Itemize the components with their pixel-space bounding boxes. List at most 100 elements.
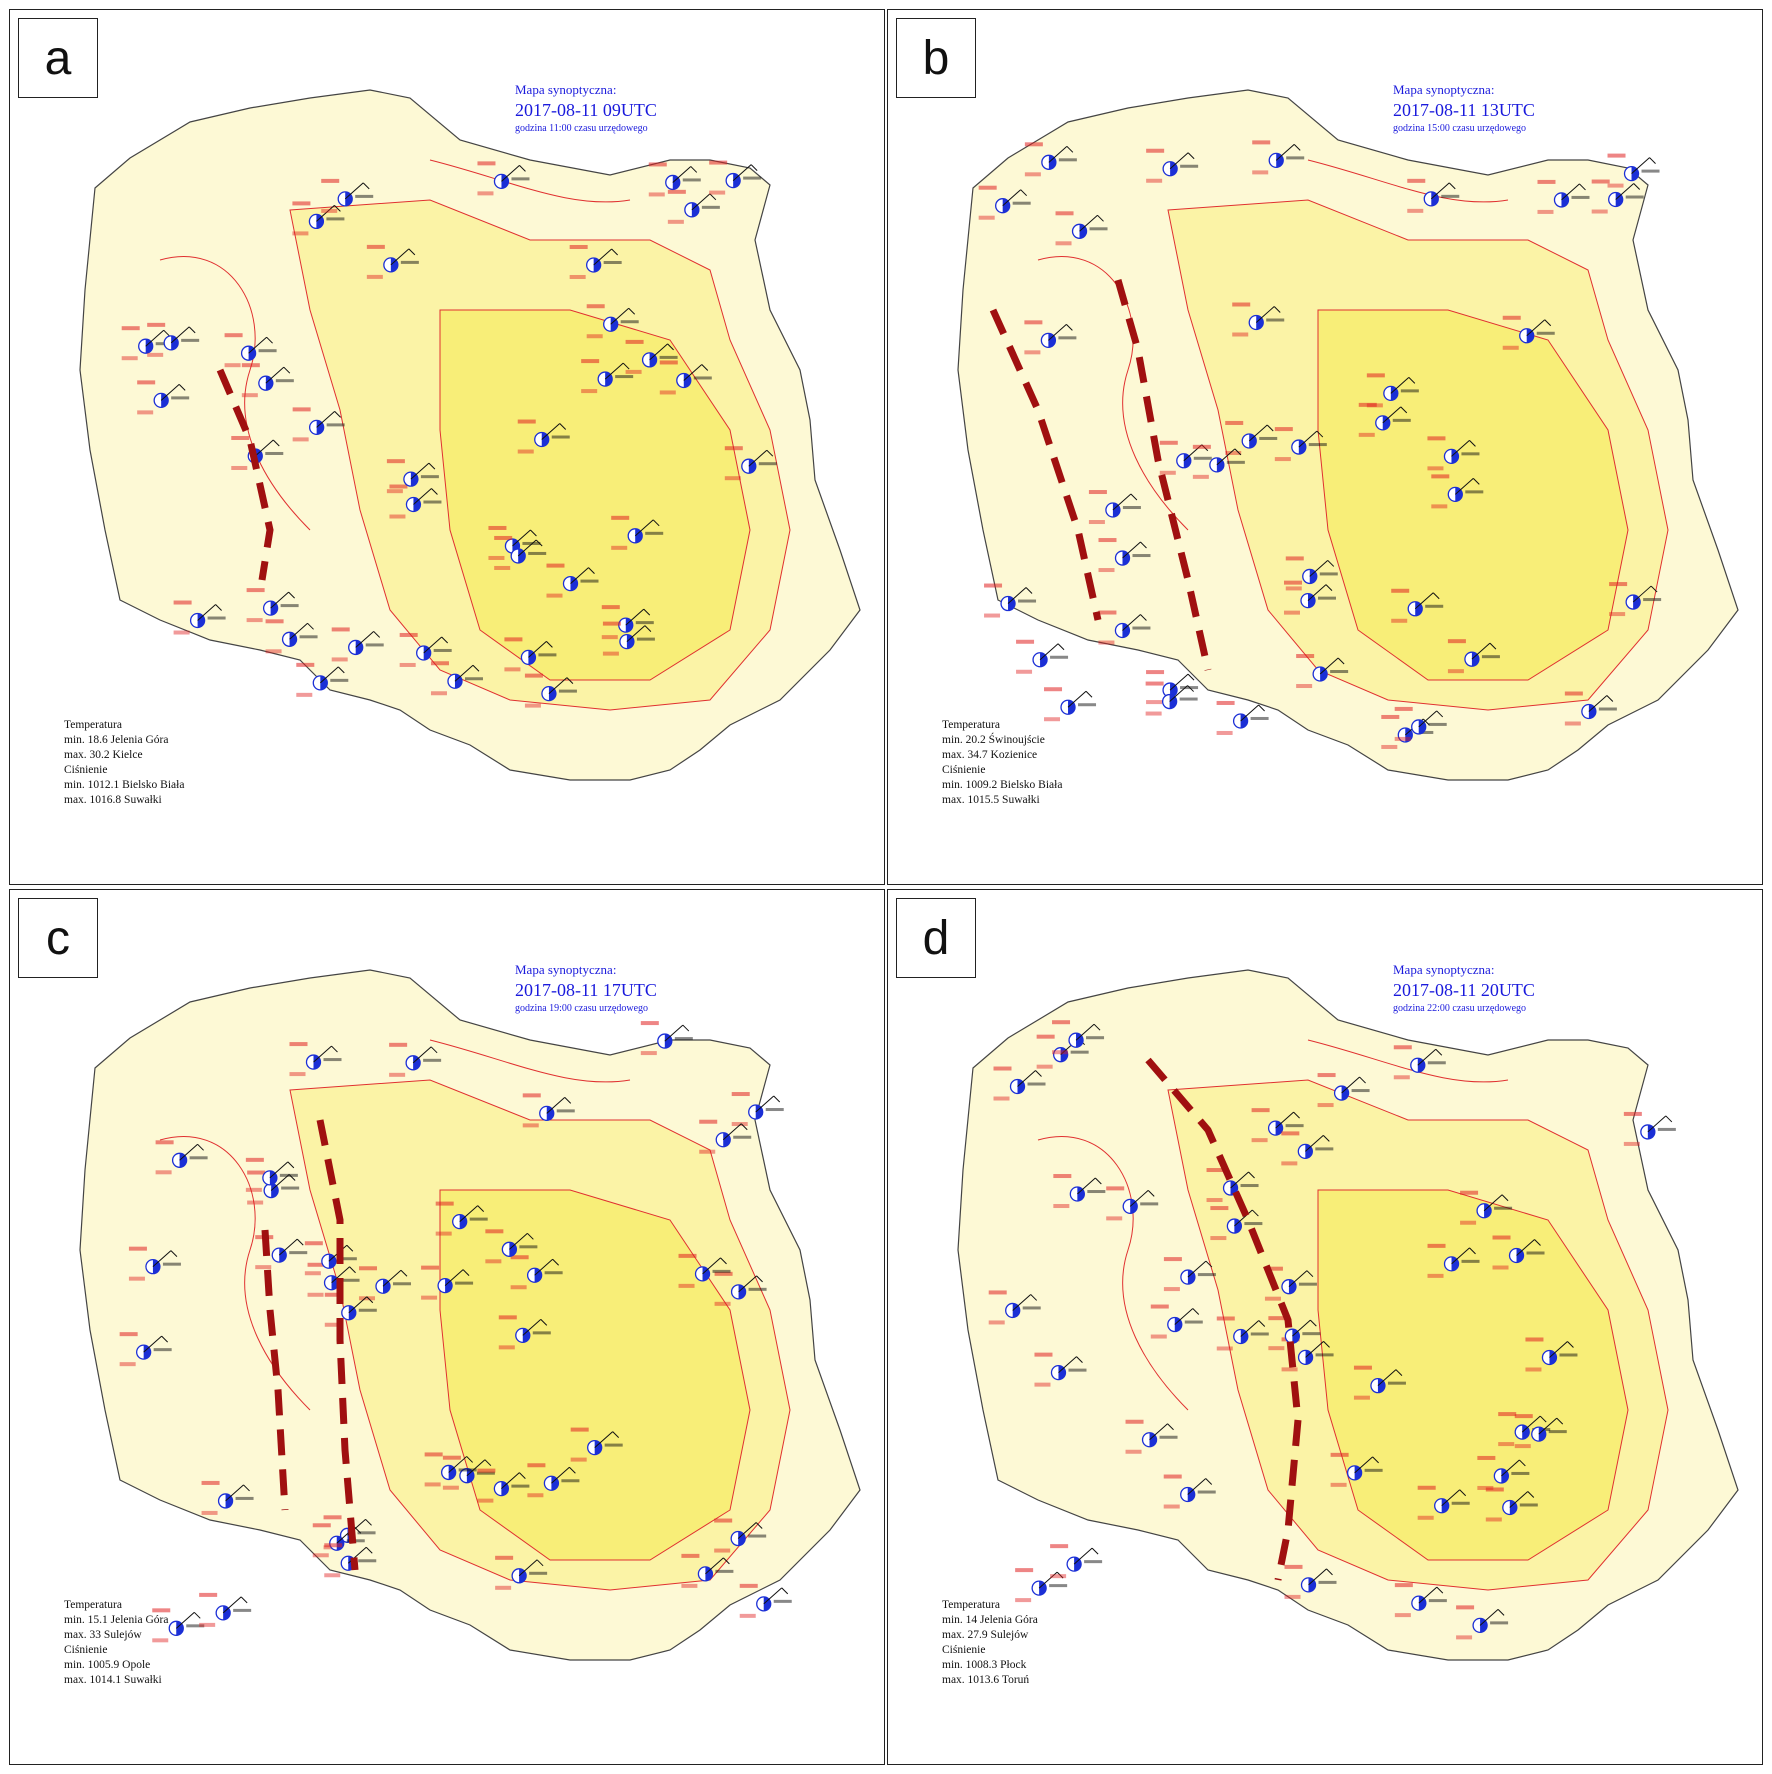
- dewpoint-mark: [155, 1170, 172, 1175]
- temperature-mark: [1146, 148, 1165, 153]
- station-marker: [155, 1140, 208, 1175]
- temperature-mark: [421, 1265, 440, 1270]
- cloud-cover-fill: [1354, 1465, 1362, 1480]
- dewpoint-mark: [1053, 1204, 1070, 1209]
- cloud-cover-fill: [1112, 503, 1120, 518]
- pressure-mark: [748, 1287, 767, 1291]
- wind-barb-feather: [266, 336, 273, 344]
- station-marker: [1394, 1583, 1447, 1618]
- pressure-mark: [556, 1109, 575, 1113]
- pressure-mark: [1226, 460, 1245, 464]
- pressure-mark: [189, 1156, 208, 1160]
- temperature-mark: [546, 563, 565, 568]
- cloud-cover-fill: [1017, 1079, 1025, 1094]
- station-marker: [527, 1463, 580, 1498]
- isotherm-line: [429, 159, 631, 203]
- wind-barb: [248, 336, 267, 354]
- dewpoint-mark: [495, 1585, 512, 1590]
- pressure-mark: [1643, 598, 1662, 602]
- cloud-cover-fill: [541, 432, 549, 447]
- wind-barb-feather: [1459, 1489, 1467, 1497]
- temperature-mark: [739, 1583, 758, 1588]
- wind-barb: [1509, 1491, 1529, 1508]
- pressure-mark: [1049, 1584, 1068, 1588]
- wind-barb: [1248, 424, 1268, 442]
- pressure-mark: [153, 1348, 172, 1352]
- wind-barb: [672, 166, 692, 183]
- pressure-mark: [1259, 436, 1278, 440]
- pressure-mark: [455, 1281, 474, 1285]
- cloud-cover-fill: [664, 1034, 672, 1049]
- temperature-mark: [1150, 1304, 1169, 1309]
- temperature-mark: [1125, 1419, 1144, 1424]
- wind-barb-feather: [1606, 695, 1614, 702]
- station-marker: [517, 419, 570, 454]
- temperature-mark: [155, 1140, 174, 1145]
- cloud-cover-fill: [509, 1242, 517, 1257]
- map-datetime: 2017-08-11 13UTC: [1393, 100, 1535, 120]
- pressure-mark: [1519, 1503, 1538, 1507]
- temperature-mark: [485, 1229, 504, 1234]
- wind-barb-feather: [1310, 1319, 1317, 1327]
- temperature-mark: [442, 1455, 461, 1460]
- wind-barb: [331, 1266, 350, 1284]
- temperature-mark: [1055, 211, 1074, 216]
- wind-barb-feather: [288, 591, 295, 599]
- dewpoint-mark: [1210, 1236, 1227, 1241]
- station-marker: [1146, 148, 1199, 183]
- wind-barb-feather: [740, 1123, 748, 1131]
- wind-barb: [1012, 1294, 1032, 1311]
- station-marker: [1252, 140, 1305, 175]
- wind-barb-feather: [243, 1484, 250, 1492]
- temperature-mark: [1024, 142, 1043, 147]
- wind-barb: [517, 539, 537, 557]
- temperature-mark: [1098, 610, 1117, 615]
- dewpoint-mark: [255, 1265, 272, 1270]
- dewpoint-mark: [1163, 1504, 1180, 1509]
- temperature-mark: [731, 1092, 750, 1097]
- dewpoint-mark: [386, 489, 403, 494]
- map-local-time: godzina 22:00 czasu urzędowego: [1393, 1003, 1527, 1014]
- station-marker: [1125, 1419, 1178, 1454]
- stat-line: max. 30.2 Kielce: [64, 749, 143, 761]
- cloud-cover-fill: [271, 1183, 279, 1198]
- wind-barb-feather: [1167, 1423, 1174, 1431]
- wind-barb-feather: [1187, 685, 1194, 692]
- wind-barb-feather: [484, 1459, 492, 1467]
- temperature-mark: [709, 160, 728, 165]
- temperature-mark: [640, 1021, 659, 1026]
- cloud-cover-fill: [248, 346, 256, 361]
- dewpoint-mark: [137, 410, 154, 415]
- station-marker: [421, 1265, 474, 1300]
- dewpoint-mark: [527, 1493, 544, 1498]
- wind-barb-feather: [170, 1250, 178, 1258]
- dewpoint-mark: [659, 390, 676, 395]
- temperature-mark: [1036, 1034, 1055, 1039]
- station-marker: [246, 588, 299, 623]
- pressure-mark: [1012, 201, 1031, 205]
- pressure-mark: [341, 1278, 360, 1282]
- dewpoint-mark: [1106, 1216, 1123, 1221]
- cloud-cover-fill: [1405, 727, 1413, 742]
- temperature-mark: [495, 1555, 514, 1560]
- wind-barb: [1305, 1341, 1324, 1358]
- temperature-mark: [1485, 1487, 1504, 1492]
- station-marker: [1393, 1045, 1446, 1080]
- station-marker: [1088, 490, 1141, 525]
- temperature-mark: [399, 632, 418, 637]
- cloud-cover-fill: [1561, 192, 1569, 207]
- temperature-mark: [137, 380, 156, 385]
- wind-barb-feather: [362, 182, 370, 190]
- cloud-cover-fill: [594, 1440, 602, 1455]
- dewpoint-mark: [611, 545, 628, 550]
- cloud-cover-fill: [279, 1248, 287, 1263]
- cloud-cover-fill: [313, 1055, 321, 1070]
- map-heading: Mapa synoptyczna: 2017-08-11 09UTC godzi…: [515, 82, 657, 134]
- front-dashed-line: [216, 368, 274, 581]
- temperature-mark: [724, 446, 743, 451]
- cloud-cover-fill: [445, 1278, 453, 1293]
- cloud-cover-fill: [683, 373, 691, 388]
- dewpoint-mark: [714, 1548, 731, 1553]
- dewpoint-mark: [488, 555, 505, 560]
- temperature-mark: [488, 525, 507, 530]
